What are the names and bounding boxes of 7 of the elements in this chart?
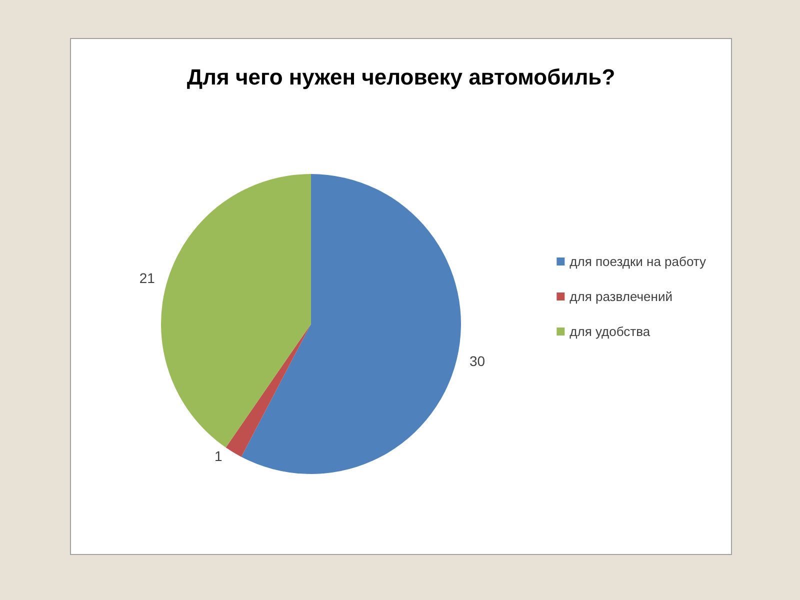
data-label: 21 — [139, 270, 156, 286]
data-label: 1 — [214, 448, 223, 464]
legend-label: для поездки на работу — [570, 254, 706, 269]
chart-title: Для чего нужен человеку автомобиль? — [186, 64, 616, 90]
legend-label: для развлечений — [570, 289, 672, 304]
legend-label: для удобства — [570, 324, 651, 339]
data-label: 30 — [470, 352, 486, 369]
